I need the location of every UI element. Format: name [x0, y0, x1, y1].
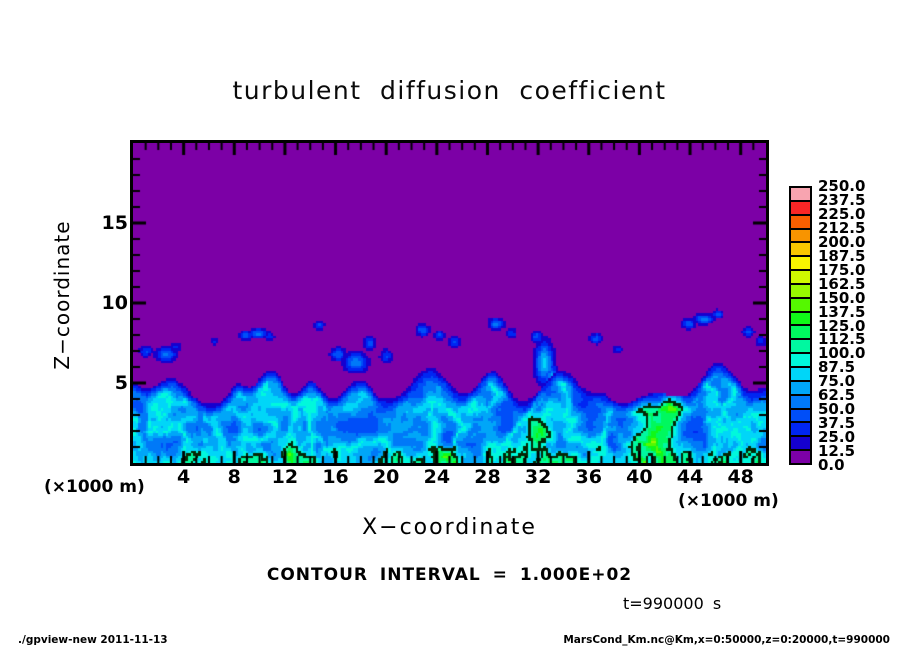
footer-command-text: ./gpview-new 2011-11-13 [18, 634, 168, 646]
colorbar-tick-label: 237.5 [818, 190, 866, 209]
y-axis-label: Z−coordinate [50, 220, 74, 370]
x-tick-label: 48 [727, 466, 754, 488]
colorbar-tick-label: 137.5 [818, 302, 866, 321]
colorbar-tick-label: 12.5 [818, 442, 856, 461]
colorbar-tick-label: 162.5 [818, 274, 866, 293]
colorbar-tick-label: 175.0 [818, 260, 866, 279]
plot-title: turbulent diffusion coefficient [232, 76, 667, 105]
x-tick-label: 40 [626, 466, 653, 488]
heatmap-canvas [133, 143, 766, 463]
x-tick-label: 16 [322, 466, 349, 488]
x-tick-label: 12 [271, 466, 299, 488]
x-tick-label: 8 [227, 466, 241, 488]
colorbar [789, 186, 812, 465]
x-tick-label: 44 [676, 466, 704, 488]
colorbar-tick-label: 62.5 [818, 386, 856, 405]
colorbar-tick-label: 25.0 [818, 428, 856, 447]
y-tick-label: 15 [101, 212, 128, 234]
y-axis-unit: (×1000 m) [44, 477, 145, 497]
x-axis-unit: (×1000 m) [678, 491, 779, 511]
plot-frame [130, 140, 769, 466]
x-tick-label: 36 [575, 466, 602, 488]
x-tick-label: 32 [524, 466, 552, 488]
colorbar-tick-label: 125.0 [818, 316, 866, 335]
colorbar-tick-label: 112.5 [818, 330, 866, 349]
colorbar-tick-label: 87.5 [818, 358, 856, 377]
colorbar-tick-label: 250.0 [818, 177, 866, 195]
x-axis-label: X−coordinate [362, 515, 537, 540]
colorbar-tick-label: 37.5 [818, 414, 856, 433]
time-annotation: t=990000 s [623, 594, 722, 613]
y-tick-label: 10 [101, 292, 128, 314]
colorbar-tick-label: 0.0 [818, 456, 845, 474]
colorbar-tick-label: 187.5 [818, 246, 866, 265]
footer-dataset-text: MarsCond_Km.nc@Km,x=0:50000,z=0:20000,t=… [563, 634, 890, 646]
colorbar-tick-label: 75.0 [818, 372, 856, 391]
x-tick-label: 4 [177, 466, 191, 488]
x-tick-label: 20 [372, 466, 400, 488]
colorbar-tick-label: 100.0 [818, 344, 866, 363]
x-tick-label: 24 [423, 466, 451, 488]
x-tick-label: 28 [474, 466, 501, 488]
colorbar-tick-label: 50.0 [818, 400, 856, 419]
colorbar-tick-label: 212.5 [818, 218, 866, 237]
contour-interval-text: CONTOUR INTERVAL = 1.000E+02 [266, 565, 633, 585]
colorbar-tick-label: 150.0 [818, 288, 866, 307]
y-tick-label: 5 [114, 372, 128, 394]
colorbar-tick-label: 200.0 [818, 232, 866, 251]
colorbar-box [789, 449, 812, 465]
colorbar-tick-label: 225.0 [818, 204, 866, 223]
